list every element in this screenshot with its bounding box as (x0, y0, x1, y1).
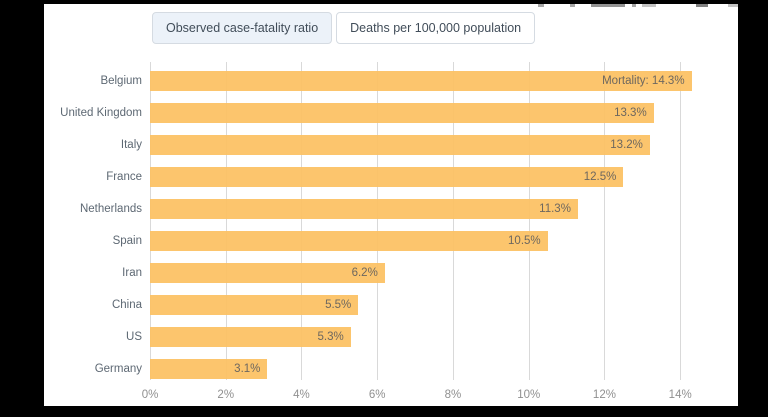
x-axis-tick-12%: 12% (592, 389, 616, 401)
bar-value-label: 11.3% (539, 203, 571, 215)
bar-value-label: 3.1% (234, 363, 261, 375)
category-label-iran: Iran (122, 267, 142, 279)
gridline-0% (150, 62, 151, 380)
x-axis-tick-8%: 8% (444, 389, 462, 401)
case-fatality-bar-chart: Belgium Mortality: 14.3% United Kingdom 13.… (44, 4, 738, 406)
category-label-netherlands: Netherlands (79, 203, 142, 215)
category-label-germany: Germany (94, 363, 142, 375)
bar-value-label: 13.3% (614, 107, 647, 119)
bar-value-label: 6.2% (351, 267, 378, 279)
chart-panel: Observed case-fatality ratio Deaths per … (44, 4, 738, 406)
bar-value-label: 12.5% (583, 171, 617, 183)
bar-value-label: 13.2% (610, 139, 643, 151)
gridline-4% (301, 62, 303, 380)
gridline-6% (377, 62, 379, 380)
bar-germany[interactable]: 3.1% (150, 359, 268, 379)
cropped-text-remnant (538, 4, 544, 7)
cropped-text-remnant (696, 4, 708, 7)
category-label-china: China (111, 299, 142, 311)
cropped-text-remnant (642, 4, 656, 7)
bar-spain[interactable]: 10.5% (150, 231, 548, 251)
bar-belgium[interactable]: Mortality: 14.3% (150, 71, 692, 91)
gridline-2% (225, 62, 227, 380)
category-label-italy: Italy (120, 139, 142, 151)
toggle-deaths-per-100000-population[interactable]: Deaths per 100,000 population (336, 12, 536, 44)
cropped-text-remnant (591, 4, 625, 7)
gridline-14% (680, 62, 682, 380)
bar-value-label: 5.3% (317, 331, 344, 343)
bar-value-label: Mortality: 14.3% (602, 75, 685, 87)
bar-china[interactable]: 5.5% (150, 295, 359, 315)
bar-italy[interactable]: 13.2% (150, 135, 650, 155)
cropped-text-remnant (728, 4, 738, 7)
gridline-10% (528, 62, 530, 380)
cropped-text-remnant (632, 4, 636, 7)
bar-netherlands[interactable]: 11.3% (150, 199, 578, 219)
cropped-text-remnant (570, 4, 575, 7)
x-axis-tick-0%: 0% (141, 389, 159, 401)
category-label-france: France (106, 171, 142, 183)
metric-toggle-group: Observed case-fatality ratio Deaths per … (152, 12, 536, 44)
bar-value-label: 10.5% (508, 235, 541, 247)
category-label-belgium: Belgium (100, 75, 142, 87)
toggle-observed-case-fatality-ratio[interactable]: Observed case-fatality ratio (152, 12, 333, 44)
category-label-us: US (126, 331, 142, 343)
bar-value-label: 5.5% (325, 299, 352, 311)
x-axis-tick-2%: 2% (217, 389, 235, 401)
bar-iran[interactable]: 6.2% (150, 263, 385, 283)
x-axis-tick-4%: 4% (293, 389, 310, 401)
bar-us[interactable]: 5.3% (150, 327, 351, 347)
x-axis-tick-10%: 10% (517, 389, 541, 401)
x-axis-tick-14%: 14% (668, 389, 692, 401)
gridline-8% (452, 62, 454, 380)
category-label-spain: Spain (112, 235, 142, 247)
bar-france[interactable]: 12.5% (150, 167, 624, 187)
bar-united-kingdom[interactable]: 13.3% (150, 103, 654, 123)
category-label-united-kingdom: United Kingdom (60, 107, 142, 119)
x-axis-tick-6%: 6% (368, 389, 386, 401)
gridline-12% (604, 62, 606, 380)
